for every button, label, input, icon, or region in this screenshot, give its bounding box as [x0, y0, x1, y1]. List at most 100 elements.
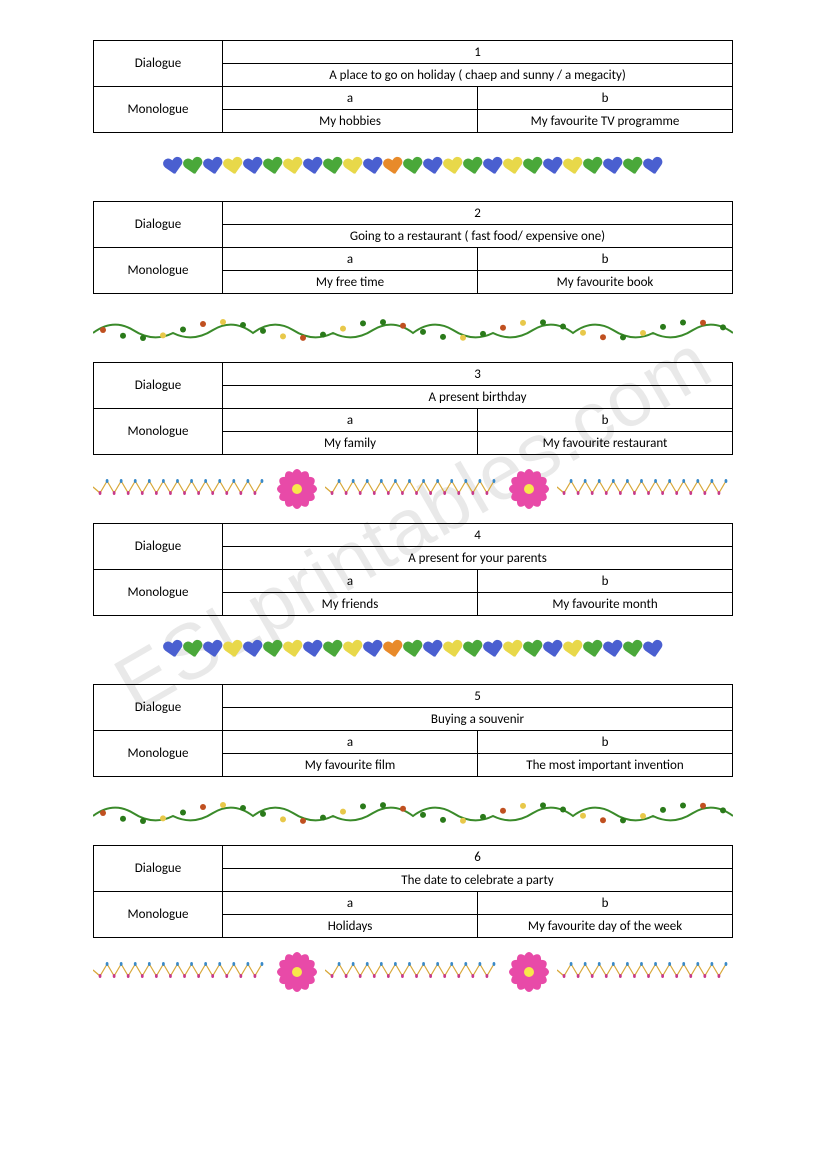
mono-a-label: a: [223, 409, 478, 432]
dialogue-topic: A present birthday: [223, 386, 733, 409]
mono-a-label: a: [223, 570, 478, 593]
heart-icon: [403, 640, 424, 661]
heart-icon: [223, 157, 244, 178]
heart-icon: [483, 640, 504, 661]
heart-icon: [303, 640, 324, 661]
mono-b-topic: My favourite TV programme: [478, 110, 733, 133]
mono-b-label: b: [478, 87, 733, 110]
dialogue-label: Dialogue: [94, 685, 223, 731]
heart-icon: [283, 157, 304, 178]
speaking-card-table: Dialogue 3 A present birthday Monologue …: [93, 362, 733, 455]
card-number: 2: [223, 202, 733, 225]
flower-icon: [277, 952, 317, 992]
heart-icon: [543, 157, 564, 178]
heart-icon: [623, 157, 644, 178]
divider-zigflower: [93, 950, 733, 994]
divider-wave: [93, 306, 733, 350]
divider-hearts: [93, 145, 733, 189]
dialogue-label: Dialogue: [94, 524, 223, 570]
heart-icon: [443, 157, 464, 178]
monologue-label: Monologue: [94, 409, 223, 455]
heart-icon: [463, 157, 484, 178]
monologue-label: Monologue: [94, 731, 223, 777]
heart-icon: [263, 157, 284, 178]
flower-icon: [277, 469, 317, 509]
mono-a-topic: My friends: [223, 593, 478, 616]
mono-a-topic: My hobbies: [223, 110, 478, 133]
dialogue-topic: Buying a souvenir: [223, 708, 733, 731]
heart-icon: [563, 640, 584, 661]
heart-icon: [283, 640, 304, 661]
heart-icon: [443, 640, 464, 661]
heart-icon: [403, 157, 424, 178]
heart-icon: [323, 640, 344, 661]
heart-icon: [383, 640, 404, 661]
heart-icon: [223, 640, 244, 661]
mono-b-topic: My favourite month: [478, 593, 733, 616]
heart-icon: [363, 640, 384, 661]
heart-icon: [583, 157, 604, 178]
mono-a-topic: My family: [223, 432, 478, 455]
mono-a-label: a: [223, 892, 478, 915]
mono-a-topic: Holidays: [223, 915, 478, 938]
dialogue-topic: Going to a restaurant ( fast food/ expen…: [223, 225, 733, 248]
speaking-card-table: Dialogue 5 Buying a souvenir Monologue a…: [93, 684, 733, 777]
mono-b-topic: The most important invention: [478, 754, 733, 777]
dialogue-label: Dialogue: [94, 202, 223, 248]
mono-a-label: a: [223, 248, 478, 271]
speaking-card-table: Dialogue 4 A present for your parents Mo…: [93, 523, 733, 616]
dialogue-label: Dialogue: [94, 41, 223, 87]
mono-a-label: a: [223, 87, 478, 110]
dialogue-label: Dialogue: [94, 846, 223, 892]
heart-icon: [523, 640, 544, 661]
card-number: 3: [223, 363, 733, 386]
heart-icon: [303, 157, 324, 178]
heart-icon: [163, 157, 184, 178]
heart-icon: [563, 157, 584, 178]
monologue-label: Monologue: [94, 87, 223, 133]
heart-icon: [523, 157, 544, 178]
mono-b-topic: My favourite book: [478, 271, 733, 294]
heart-icon: [383, 157, 404, 178]
heart-icon: [583, 640, 604, 661]
speaking-card-table: Dialogue 2 Going to a restaurant ( fast …: [93, 201, 733, 294]
mono-a-label: a: [223, 731, 478, 754]
dialogue-topic: A place to go on holiday ( chaep and sun…: [223, 64, 733, 87]
dialogue-topic: A present for your parents: [223, 547, 733, 570]
heart-icon: [503, 640, 524, 661]
heart-icon: [503, 157, 524, 178]
divider-zigflower: [93, 467, 733, 511]
card-number: 6: [223, 846, 733, 869]
heart-icon: [343, 157, 364, 178]
heart-icon: [243, 640, 264, 661]
heart-icon: [423, 157, 444, 178]
dialogue-topic: The date to celebrate a party: [223, 869, 733, 892]
heart-icon: [203, 640, 224, 661]
card-number: 4: [223, 524, 733, 547]
heart-icon: [243, 157, 264, 178]
flower-icon: [509, 469, 549, 509]
divider-wave: [93, 789, 733, 833]
mono-b-label: b: [478, 248, 733, 271]
mono-a-topic: My free time: [223, 271, 478, 294]
speaking-card-table: Dialogue 1 A place to go on holiday ( ch…: [93, 40, 733, 133]
heart-icon: [623, 640, 644, 661]
heart-icon: [183, 640, 204, 661]
heart-icon: [183, 157, 204, 178]
heart-icon: [423, 640, 444, 661]
mono-b-label: b: [478, 570, 733, 593]
heart-icon: [263, 640, 284, 661]
heart-icon: [483, 157, 504, 178]
heart-icon: [543, 640, 564, 661]
heart-icon: [203, 157, 224, 178]
monologue-label: Monologue: [94, 570, 223, 616]
mono-b-topic: My favourite day of the week: [478, 915, 733, 938]
mono-b-label: b: [478, 409, 733, 432]
heart-icon: [363, 157, 384, 178]
heart-icon: [603, 640, 624, 661]
card-number: 1: [223, 41, 733, 64]
heart-icon: [603, 157, 624, 178]
heart-icon: [323, 157, 344, 178]
heart-icon: [643, 157, 664, 178]
monologue-label: Monologue: [94, 248, 223, 294]
